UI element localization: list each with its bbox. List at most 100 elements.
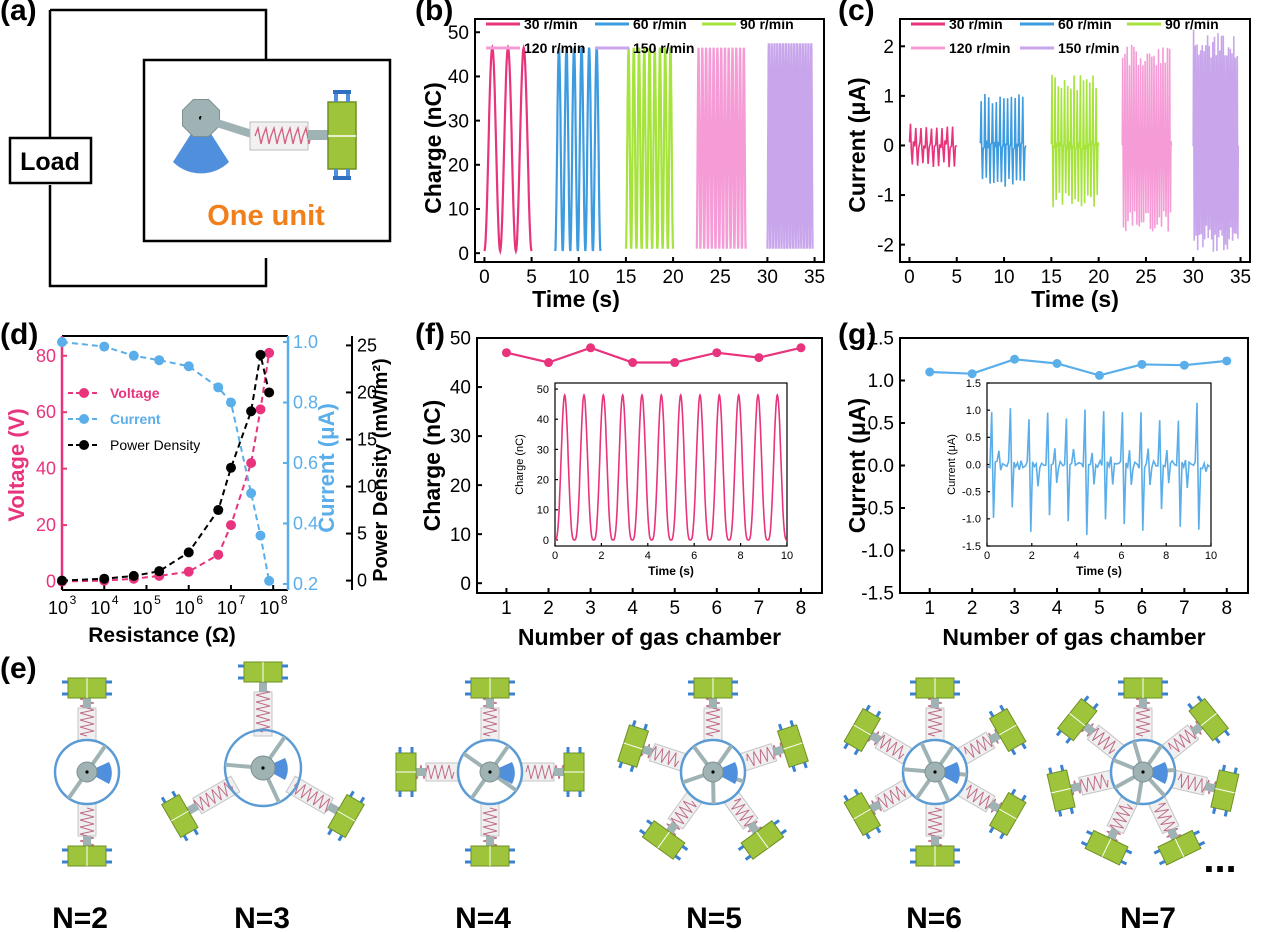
gas-chamber-unit <box>1171 764 1240 817</box>
electrode-posts <box>334 92 350 178</box>
gas-chamber-unit <box>957 779 1027 840</box>
rod <box>747 821 760 835</box>
x-tick-label: 4 <box>645 550 651 562</box>
y-tick-label: -1.5 <box>861 584 894 605</box>
gas-chamber-unit <box>62 803 112 867</box>
series-point <box>1052 359 1062 368</box>
x-tick-label: 0 <box>984 550 990 562</box>
rod <box>1082 722 1096 736</box>
hub-center <box>261 766 265 770</box>
blade <box>713 762 738 784</box>
electrode-posts <box>327 790 366 842</box>
inset-x-axis-label: Time (s) <box>648 564 694 578</box>
power-density-line <box>61 354 271 582</box>
gas-chamber-unit <box>465 677 515 741</box>
configuration-n2 <box>53 677 121 867</box>
inset-chart: 0 2 4 6 8 10 -1.5 -1.0 -0.5 0.0 0.5 1.0 1.5 Time (s) C… <box>946 378 1217 578</box>
blade <box>87 762 112 784</box>
rotation-ring <box>901 738 969 806</box>
series-point <box>670 358 680 368</box>
electrode-posts <box>1187 695 1231 744</box>
y-tick-label: 20 <box>537 474 549 486</box>
gas-chamber-unit <box>1118 677 1168 741</box>
electrode-posts <box>737 819 788 861</box>
gas-chamber-unit <box>638 791 703 861</box>
current-tick-label: 0.6 <box>293 453 318 473</box>
x-tick-label: 0 <box>904 267 915 288</box>
spring <box>293 780 331 813</box>
x-tick-label: 5 <box>669 598 680 619</box>
series-point <box>501 348 511 358</box>
y-tick-label: 10 <box>450 525 471 546</box>
power-tick-label: 10 <box>357 477 377 497</box>
x-tick-label: 0 <box>479 267 490 288</box>
rotation-ring <box>456 738 524 806</box>
electrode-posts <box>843 704 882 756</box>
x-tick-label: 20 <box>1088 267 1109 288</box>
chamber-divider <box>337 810 356 822</box>
gas-chamber-unit <box>1161 695 1231 760</box>
series-line <box>766 43 814 249</box>
x-tick-label: 10 <box>90 598 110 618</box>
y-tick-label: 20 <box>450 476 471 497</box>
power-density-point <box>255 349 266 360</box>
plot-frame <box>899 18 1251 263</box>
legend-label: 30 r/min <box>524 16 578 32</box>
x-tick-label: 1 <box>501 598 512 619</box>
chamber-divider <box>998 808 1017 820</box>
x-tick-label: 15 <box>1041 267 1062 288</box>
blade <box>490 762 515 784</box>
power-density-point <box>154 566 165 577</box>
y-tick-label: 30 <box>537 444 549 456</box>
panel-label-c: (c) <box>838 0 875 27</box>
n-label: N=3 <box>234 902 290 932</box>
electrode-posts <box>62 848 112 864</box>
x-tick-label: 10 <box>175 598 195 618</box>
power-density-point <box>225 462 236 473</box>
rod <box>554 768 564 776</box>
spring <box>255 689 271 733</box>
voltage-point <box>213 549 224 560</box>
power-tick-label: 25 <box>357 335 377 355</box>
series-point <box>1222 356 1232 366</box>
series-point <box>1137 359 1147 369</box>
x-axis-label: Time (s) <box>532 286 620 312</box>
power-density-point <box>128 570 139 581</box>
configuration-n7 <box>1046 677 1240 866</box>
x-tick-label: 4 <box>627 598 638 619</box>
current-point <box>183 361 194 372</box>
load-label: Load <box>20 148 80 176</box>
rod <box>1190 722 1204 736</box>
electrode-posts <box>465 848 515 864</box>
spring <box>193 782 235 811</box>
x-tick-exponent: 8 <box>281 593 288 607</box>
blade <box>935 762 960 784</box>
chamber-divider <box>1174 838 1185 857</box>
y-tick-label: 1.5 <box>966 378 981 390</box>
chamber-divider <box>853 808 872 820</box>
x-tick-exponent: 3 <box>70 593 77 607</box>
gas-chamber-unit <box>723 791 788 861</box>
gas-chamber-unit <box>617 719 686 773</box>
y-axis-label-current: Current (μA) <box>314 403 339 533</box>
current-tick-label: 0.8 <box>293 393 318 413</box>
ellipsis: ... <box>1203 837 1236 881</box>
x-tick-label: 4 <box>1052 598 1063 619</box>
gas-chamber-unit <box>238 661 288 737</box>
current-point <box>255 530 266 541</box>
blade <box>1143 762 1168 784</box>
spring <box>254 125 312 145</box>
voltage-point <box>183 566 194 577</box>
plot-frame <box>474 18 825 263</box>
plot-frame <box>554 382 788 547</box>
current-tick-label: 1.0 <box>293 332 318 352</box>
spring-tube <box>1078 769 1115 796</box>
rod <box>988 800 1002 813</box>
gas-chamber-unit <box>1148 796 1206 866</box>
y-tick-label: 1.0 <box>868 371 894 392</box>
panel-a: Load One unit <box>8 8 392 288</box>
gas-chamber-unit <box>285 775 366 842</box>
power-tick-label: 20 <box>357 382 377 402</box>
y-tick-label: 0.5 <box>868 414 894 435</box>
